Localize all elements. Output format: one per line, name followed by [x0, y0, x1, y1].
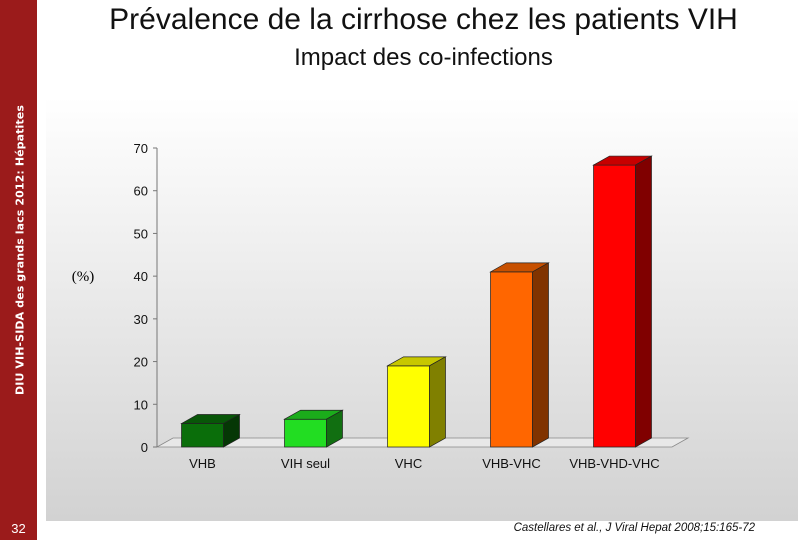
x-tick-label: VHC — [395, 456, 422, 471]
bar-side — [532, 262, 549, 448]
y-tick-label: 40 — [134, 269, 148, 284]
bar-side — [223, 413, 240, 448]
y-tick-label: 70 — [134, 141, 148, 156]
x-tick-label: VHB-VHD-VHC — [569, 456, 659, 471]
y-tick-label: 50 — [134, 226, 148, 241]
bar-front — [387, 365, 430, 448]
y-tick-label: 0 — [141, 440, 148, 455]
y-tick-label: 60 — [134, 184, 148, 199]
y-axis-label: (%) — [72, 269, 95, 285]
x-tick-label: VIH seul — [281, 456, 330, 471]
page-subtitle: Impact des co-infections — [294, 44, 553, 71]
bar-side — [326, 409, 343, 448]
bar-front — [284, 418, 327, 448]
bar — [283, 409, 344, 448]
bar — [180, 413, 241, 448]
bar — [592, 155, 653, 448]
page-title: Prévalence de la cirrhose chez les patie… — [109, 3, 738, 36]
sidebar: DIU VIH-SIDA des grands lacs 2012: Hépat… — [0, 0, 37, 540]
y-tick-label: 30 — [134, 312, 148, 327]
bar-front — [593, 164, 636, 448]
bar-side — [635, 155, 652, 448]
y-tick-label: 20 — [134, 355, 148, 370]
bar — [386, 356, 447, 448]
bar-side — [429, 356, 446, 448]
bar-front — [181, 423, 224, 448]
y-tick-label: 10 — [134, 397, 148, 412]
bar-front — [490, 271, 533, 448]
slide-number: 32 — [11, 521, 26, 536]
chart-background — [46, 97, 798, 521]
x-tick-label: VHB-VHC — [482, 456, 541, 471]
bar — [489, 262, 550, 448]
citation: Castellares et al., J Viral Hepat 2008;1… — [513, 522, 755, 534]
x-tick-label: VHB — [189, 456, 216, 471]
